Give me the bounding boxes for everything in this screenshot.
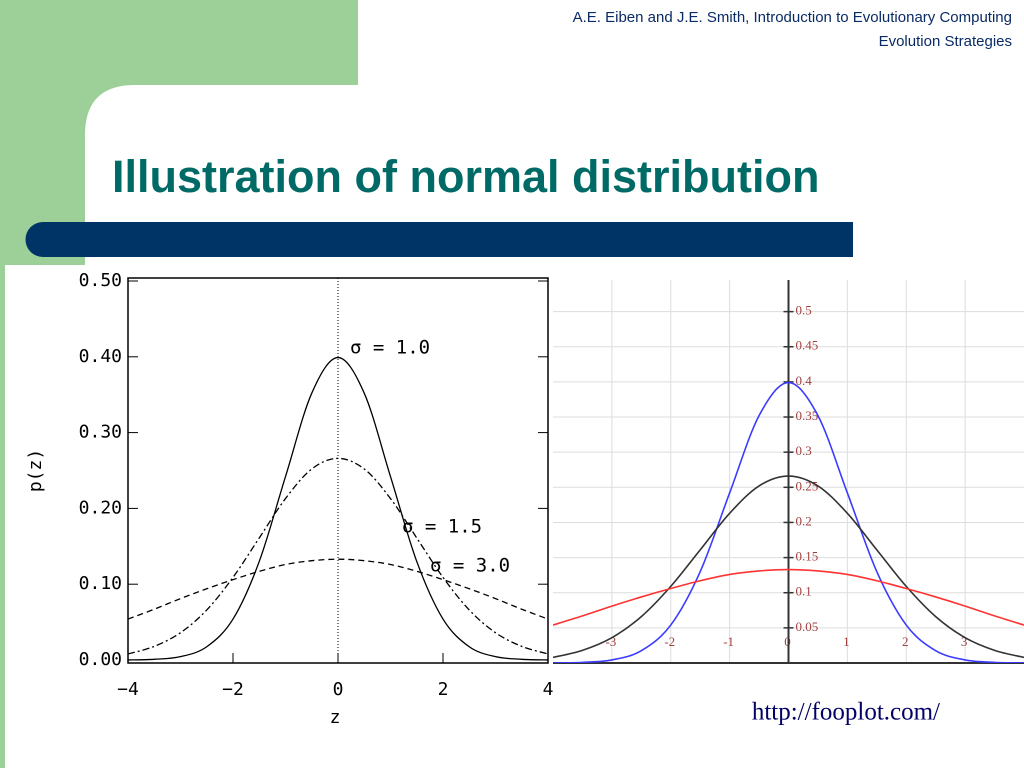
y-tick-label: 0.4 (796, 373, 813, 388)
title-bar (25, 222, 853, 257)
curve (127, 457, 549, 655)
curves (553, 381, 1024, 663)
x-tick-label: 2 (902, 634, 909, 649)
y-tick-label: 0.40 (79, 346, 122, 367)
chart-left: 0.00 0.10 0.20 0.30 0.40 0.50 −4 −2 0 2 4 z p(z) σ = … (25, 270, 553, 728)
y-tick-label: 0.2 (796, 513, 812, 528)
top-white (358, 0, 1024, 85)
x-tick-label: 0 (333, 679, 344, 700)
y-tick-label: 0.00 (79, 649, 122, 670)
y-tick-label: 0.5 (796, 303, 812, 318)
x-tick-label: -1 (723, 634, 734, 649)
chart-bg (5, 265, 550, 768)
x-tick-label: -3 (605, 634, 616, 649)
header: A.E. Eiben and J.E. Smith, Introduction … (573, 9, 1012, 26)
curve (553, 381, 1024, 663)
series-label: σ = 1.0 (350, 337, 430, 359)
series-label: σ = 3.0 (430, 555, 510, 577)
y-tick-label: 0.05 (796, 619, 819, 634)
y-tick-label: 0.3 (796, 443, 812, 458)
y-tick-label: 0.30 (79, 422, 122, 443)
y-tick-label: 0.15 (796, 549, 819, 564)
y-tick-label: 0.45 (796, 338, 819, 353)
curve (127, 356, 549, 661)
y-tick-label: 0.10 (79, 573, 122, 594)
x-tick-label: 1 (843, 634, 850, 649)
y-tick-label: 0.50 (79, 270, 122, 291)
chart-right: -3-2-101230.050.10.150.20.250.30.350.40.… (553, 280, 1024, 664)
y-axis-label: p(z) (25, 449, 46, 492)
title: Illustration of normal distribution (112, 151, 819, 202)
url: http://fooplot.com/ (752, 699, 940, 726)
x-tick-label: 2 (438, 679, 449, 700)
header: Evolution Strategies (879, 33, 1012, 50)
curve (553, 475, 1024, 659)
x-tick-label: 3 (961, 634, 968, 649)
curve (127, 558, 549, 620)
y-tick-label: 0.1 (796, 584, 812, 599)
x-tick-label: 4 (543, 679, 554, 700)
x-tick-label: −4 (117, 679, 139, 700)
x-tick-label: -2 (664, 634, 675, 649)
y-tick-label: 0.20 (79, 497, 122, 518)
series-label: σ = 1.5 (402, 516, 482, 538)
curve (553, 568, 1024, 626)
y-tick-label: 0.35 (796, 408, 819, 423)
x-axis-label: z (330, 707, 341, 728)
x-tick-label: −2 (222, 679, 244, 700)
